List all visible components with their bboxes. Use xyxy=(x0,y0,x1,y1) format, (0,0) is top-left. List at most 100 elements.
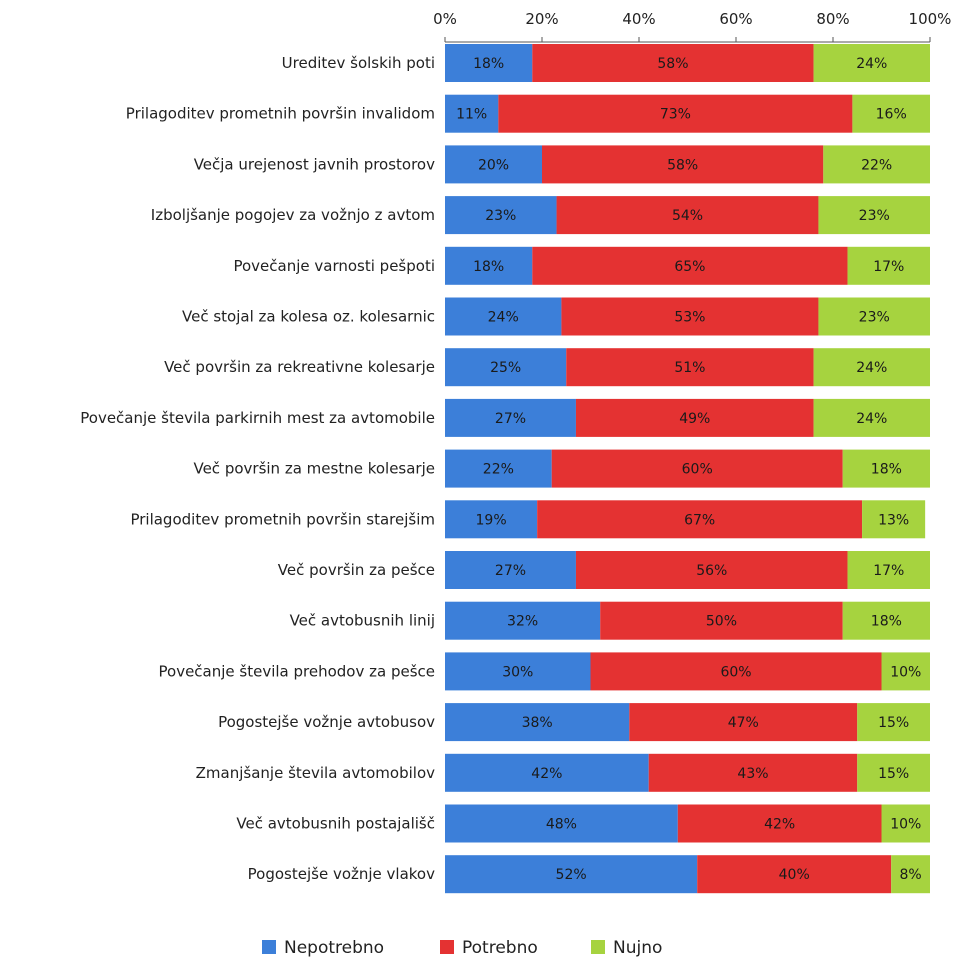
bar-segment xyxy=(551,449,843,488)
category-label: Povečanje števila parkirnih mest za avto… xyxy=(80,409,435,427)
bar-segment xyxy=(818,297,930,336)
data-label: 49% xyxy=(679,411,710,427)
bar-segment xyxy=(445,551,576,589)
data-label: 24% xyxy=(856,411,887,427)
bars: 18% 58% 24% 11% 73% 16% 20% 58% 22% 23% 54% 23% 18% 6… xyxy=(445,44,930,894)
category-label: Izboljšanje pogojev za vožnjo z avtom xyxy=(151,206,435,224)
data-label: 24% xyxy=(856,56,887,72)
data-label: 8% xyxy=(899,867,921,883)
data-label: 25% xyxy=(490,360,521,376)
data-label: 18% xyxy=(473,56,504,72)
category-label: Več avtobusnih postajališč xyxy=(236,815,435,833)
category-label: Prilagoditev prometnih površin invalidom xyxy=(126,105,435,123)
category-label: Prilagoditev prometnih površin starejšim xyxy=(130,510,435,528)
bar-segment xyxy=(445,94,499,133)
data-label: 10% xyxy=(890,664,921,680)
category-label: Povečanje števila prehodov za pešce xyxy=(159,662,436,680)
x-tick-label: 80% xyxy=(816,10,849,28)
category-label: Več površin za pešce xyxy=(278,561,435,579)
bar-segment xyxy=(823,145,930,184)
data-label: 18% xyxy=(871,614,902,630)
bar-segment xyxy=(881,652,930,691)
data-label: 27% xyxy=(495,563,526,579)
data-label: 23% xyxy=(859,208,890,224)
data-label: 42% xyxy=(531,766,562,782)
category-label: Več površin za mestne kolesarje xyxy=(193,460,435,478)
data-label: 17% xyxy=(873,563,904,579)
bar-segment xyxy=(677,804,882,843)
data-label: 11% xyxy=(456,107,487,123)
bar-segment xyxy=(542,145,824,184)
x-tick-label: 0% xyxy=(433,10,457,28)
category-label: Več površin za rekreativne kolesarje xyxy=(164,358,435,376)
bar-segment xyxy=(445,601,601,640)
data-label: 20% xyxy=(478,157,509,173)
bar-segment xyxy=(445,297,562,336)
bar-segment xyxy=(891,855,930,894)
category-label: Pogostejše vožnje vlakov xyxy=(248,865,435,883)
data-label: 54% xyxy=(672,208,703,224)
data-label: 23% xyxy=(859,310,890,326)
data-label: 60% xyxy=(682,462,713,478)
category-label: Povečanje varnosti pešpoti xyxy=(233,257,435,275)
data-label: 10% xyxy=(890,817,921,833)
legend: Nepotrebno Potrebno Nujno xyxy=(262,938,662,958)
bar-segment xyxy=(537,500,863,539)
bar-segment xyxy=(445,44,533,82)
data-label: 18% xyxy=(871,462,902,478)
x-axis: 0% 20% 40% 60% 80% 100% xyxy=(433,10,951,43)
category-labels: Ureditev šolskih poti Prilagoditev promet… xyxy=(80,54,435,883)
data-label: 47% xyxy=(728,715,759,731)
data-label: 40% xyxy=(779,867,810,883)
data-label: 24% xyxy=(488,310,519,326)
bar-segment xyxy=(852,94,930,133)
data-label: 27% xyxy=(495,411,526,427)
data-label: 15% xyxy=(878,715,909,731)
data-label: 13% xyxy=(878,512,909,528)
data-label: 18% xyxy=(473,259,504,275)
bar-segment xyxy=(648,753,858,792)
legend-label: Nujno xyxy=(613,938,662,958)
data-label: 65% xyxy=(674,259,705,275)
data-label: 53% xyxy=(674,310,705,326)
bar-segment xyxy=(847,551,930,589)
bar-segment xyxy=(445,703,630,742)
bar-segment xyxy=(813,398,930,437)
bar-segment xyxy=(445,348,567,387)
legend-label: Nepotrebno xyxy=(284,938,384,958)
data-label: 16% xyxy=(876,107,907,123)
bar-segment xyxy=(445,246,533,285)
bar-segment xyxy=(842,601,930,640)
data-label: 42% xyxy=(764,817,795,833)
data-label: 19% xyxy=(476,512,507,528)
data-label: 32% xyxy=(507,614,538,630)
x-tick-label: 40% xyxy=(622,10,655,28)
category-label: Ureditev šolskih poti xyxy=(282,54,435,72)
bar-segment xyxy=(556,196,819,235)
legend-swatch xyxy=(591,940,605,954)
bar-segment xyxy=(813,348,930,387)
bar-segment xyxy=(445,753,649,792)
data-label: 58% xyxy=(657,56,688,72)
bar-segment xyxy=(445,855,698,894)
data-label: 22% xyxy=(861,157,892,173)
legend-label: Potrebno xyxy=(462,938,538,958)
data-label: 15% xyxy=(878,766,909,782)
bar-segment xyxy=(857,703,930,742)
bar-segment xyxy=(566,348,814,387)
category-label: Več avtobusnih linij xyxy=(290,612,435,630)
bar-segment xyxy=(842,449,930,488)
data-label: 52% xyxy=(556,867,587,883)
bar-segment xyxy=(532,246,848,285)
bar-segment xyxy=(445,804,678,843)
bar-segment xyxy=(590,652,882,691)
data-label: 51% xyxy=(674,360,705,376)
data-label: 30% xyxy=(502,664,533,680)
bar-segment xyxy=(697,855,892,894)
data-label: 50% xyxy=(706,614,737,630)
data-label: 24% xyxy=(856,360,887,376)
data-label: 43% xyxy=(737,766,768,782)
bar-segment xyxy=(445,398,576,437)
bar-segment xyxy=(881,804,930,843)
bar-segment xyxy=(813,44,930,82)
